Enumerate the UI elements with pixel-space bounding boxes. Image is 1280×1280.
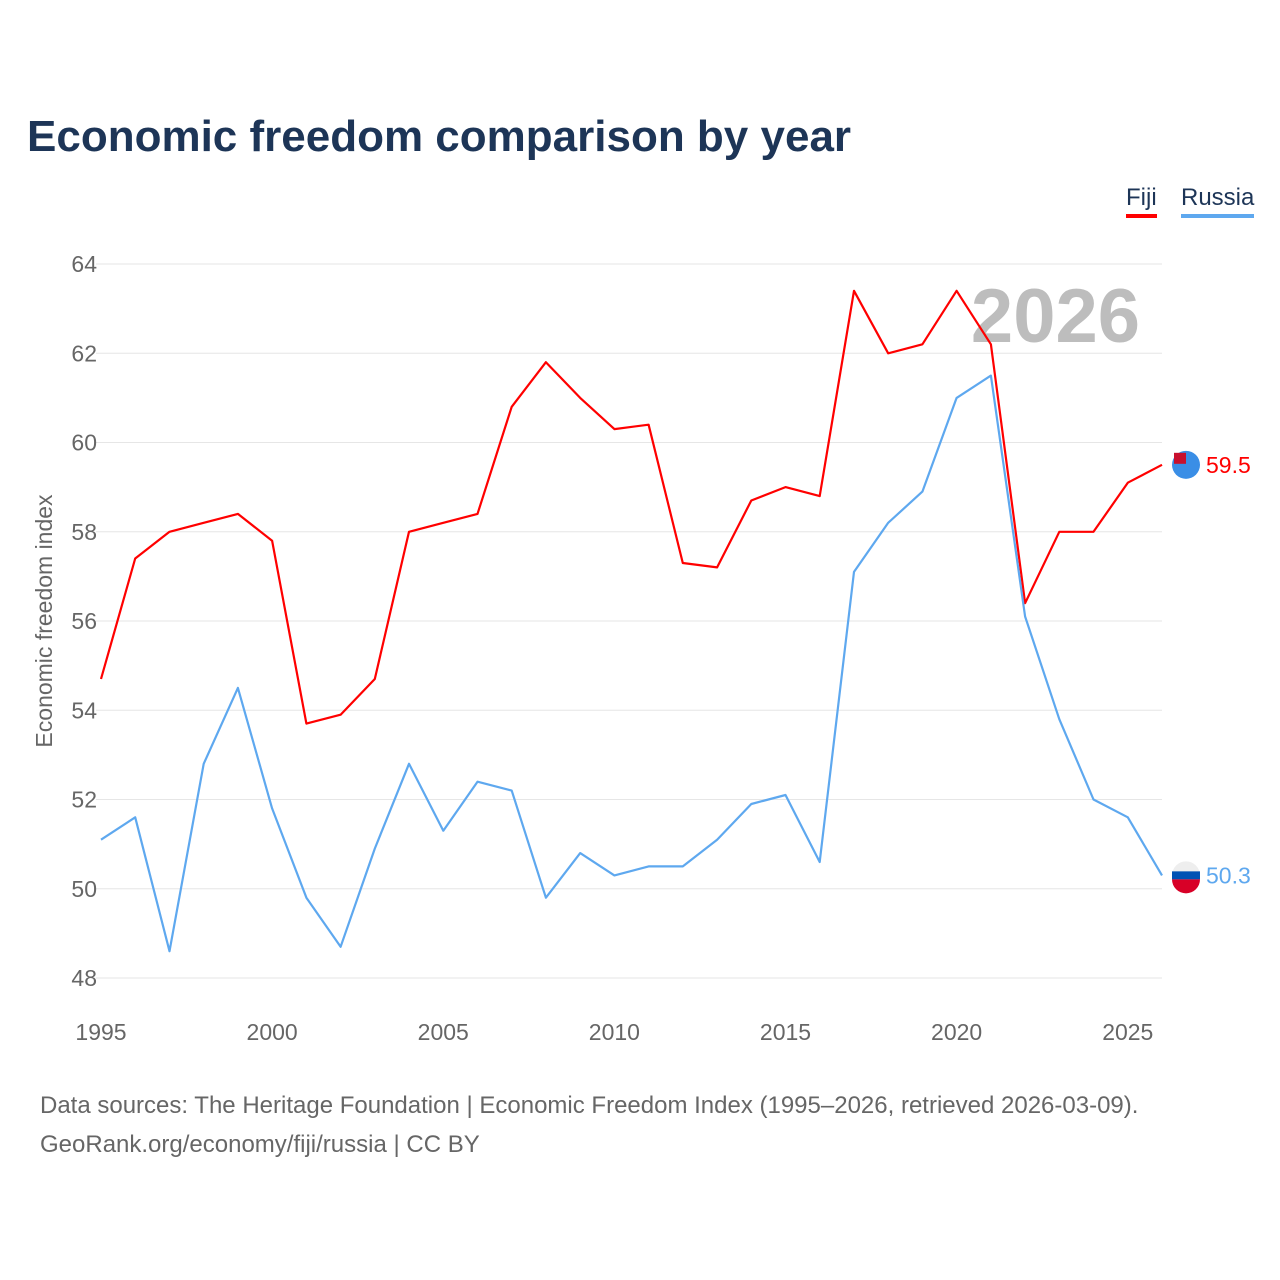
footer-link[interactable]: GeoRank.org/economy/fiji/russia | CC BY [40, 1131, 480, 1158]
x-tick-label: 2020 [931, 1019, 982, 1045]
y-tick-label: 62 [71, 340, 97, 366]
y-axis-label: Economic freedom index [31, 494, 57, 748]
year-watermark: 2026 [971, 274, 1140, 359]
legend-fiji[interactable]: Fiji [1126, 184, 1157, 218]
x-tick-label: 1995 [75, 1019, 126, 1045]
y-tick-label: 64 [71, 251, 97, 277]
y-tick-label: 52 [71, 787, 97, 813]
y-tick-label: 48 [71, 965, 97, 991]
y-tick-label: 60 [71, 430, 97, 456]
chart-title: Economic freedom comparison by year [27, 112, 852, 161]
legend-russia[interactable]: Russia [1181, 184, 1255, 218]
y-tick-label: 54 [71, 697, 97, 723]
x-tick-label: 2015 [760, 1019, 811, 1045]
footer-sources: Data sources: The Heritage Foundation | … [40, 1092, 1139, 1119]
x-tick-label: 2000 [247, 1019, 298, 1045]
end-label-fiji: 59.5 [1206, 452, 1251, 478]
y-tick-label: 58 [71, 519, 97, 545]
series-line-fiji [99, 289, 1163, 725]
x-tick-label: 2005 [418, 1019, 469, 1045]
y-tick-label: 50 [71, 876, 97, 902]
x-tick-label: 2010 [589, 1019, 640, 1045]
series-line-russia [100, 374, 1163, 953]
flag-stripe [1172, 871, 1200, 880]
flag-canton [1174, 452, 1186, 464]
footer: Data sources: The Heritage Foundation | … [40, 1086, 1138, 1164]
end-label-russia: 50.3 [1206, 862, 1251, 888]
y-tick-label: 56 [71, 608, 97, 634]
x-tick-label: 2025 [1102, 1019, 1153, 1045]
flag-stripe [1172, 879, 1200, 894]
